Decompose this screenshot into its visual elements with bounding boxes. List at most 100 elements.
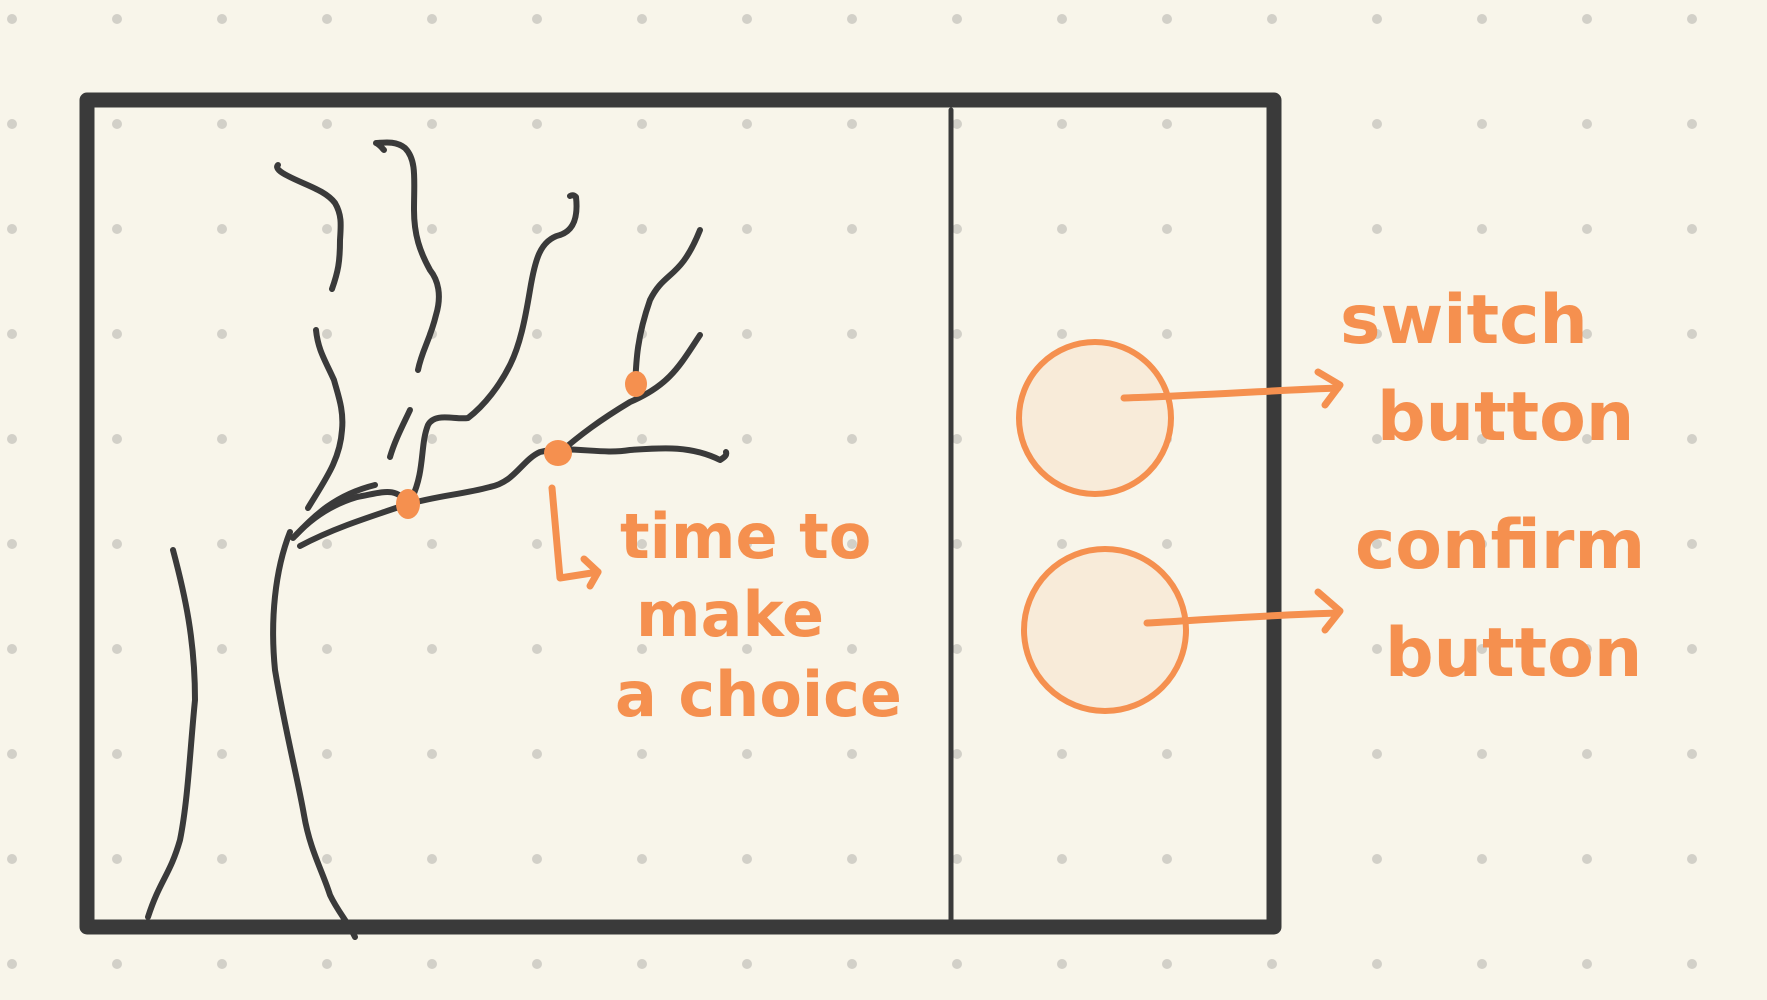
grid-dot [217,329,227,339]
grid-dot [1162,329,1172,339]
grid-dot [1582,749,1592,759]
grid-dot [1477,119,1487,129]
grid-dot [1372,434,1382,444]
grid-dot [742,959,752,969]
grid-dot [112,959,122,969]
grid-dot [1477,434,1487,444]
grid-dot [742,224,752,234]
grid-dot [1687,14,1697,24]
grid-dot [1057,959,1067,969]
grid-dot [1162,749,1172,759]
grid-dot [112,119,122,129]
grid-dot [1582,959,1592,969]
grid-dot [1687,539,1697,549]
decision-label: time to make a choice [615,500,902,731]
grid-dot [1582,329,1592,339]
branch-central [409,192,580,501]
grid-dot [1477,224,1487,234]
grid-dot [427,854,437,864]
grid-dot [637,749,647,759]
grid-dot [217,539,227,549]
grid-dot [322,749,332,759]
grid-dot [847,329,857,339]
grid-dot [1477,329,1487,339]
grid-dot [217,959,227,969]
grid-dot [532,119,542,129]
grid-dot [1372,854,1382,864]
grid-dot [1267,14,1277,24]
grid-dot [952,644,962,654]
grid-dot [847,539,857,549]
decision-label-line-3: a choice [615,658,902,731]
grid-dot [742,854,752,864]
grid-dot [322,14,332,24]
grid-dot [1582,854,1592,864]
grid-dot [742,644,752,654]
grid-dot [952,14,962,24]
switch-button-label-line-2: button [1377,378,1634,457]
grid-dot [217,644,227,654]
grid-dot [427,959,437,969]
grid-dot [322,224,332,234]
branching-tree [145,139,730,940]
grid-dot [847,959,857,969]
grid-dot [1582,434,1592,444]
grid-dot [427,539,437,549]
grid-dot [1582,644,1592,654]
grid-dot [532,539,542,549]
grid-dot [112,854,122,864]
grid-dot [847,14,857,24]
tree-trunk-main [270,529,358,940]
grid-dot [532,329,542,339]
grid-dot [1477,959,1487,969]
grid-dot [1687,119,1697,129]
grid-dot [7,749,17,759]
grid-dot [112,539,122,549]
grid-dot [532,959,542,969]
grid-dot [322,329,332,339]
grid-dot [847,224,857,234]
grid-dot [112,329,122,339]
grid-dot [217,749,227,759]
switch-button[interactable] [1016,339,1174,497]
grid-dot [7,119,17,129]
decision-label-line-1: time to [620,500,871,573]
grid-dot [532,854,542,864]
grid-dot [952,959,962,969]
grid-dot [637,539,647,549]
grid-dot [1477,14,1487,24]
grid-dot [847,644,857,654]
confirm-button[interactable] [1021,546,1189,714]
grid-dot [1372,14,1382,24]
grid-dot [322,959,332,969]
grid-dot [1057,14,1067,24]
grid-dot [637,14,647,24]
grid-dot [1477,644,1487,654]
grid-dot [1687,644,1697,654]
grid-dot [1057,119,1067,129]
grid-dot [7,539,17,549]
grid-dot [427,749,437,759]
grid-dot [847,119,857,129]
grid-dot [742,14,752,24]
switch-button-label: switch button [1340,281,1634,457]
grid-dot [1162,959,1172,969]
grid-dot [1582,224,1592,234]
grid-dot [1372,959,1382,969]
grid-dot [217,119,227,129]
grid-dot [1162,854,1172,864]
grid-dot [322,434,332,444]
grid-dot [847,854,857,864]
grid-dot [1687,959,1697,969]
branch-fork-mid [387,407,413,460]
grid-dot [112,434,122,444]
grid-dot [1687,854,1697,864]
grid-dot [742,539,752,549]
grid-dot [1477,539,1487,549]
grid-dot [1372,749,1382,759]
grid-dot [427,224,437,234]
grid-dot [1372,224,1382,234]
grid-dot [1582,14,1592,24]
grid-dot [637,434,647,444]
